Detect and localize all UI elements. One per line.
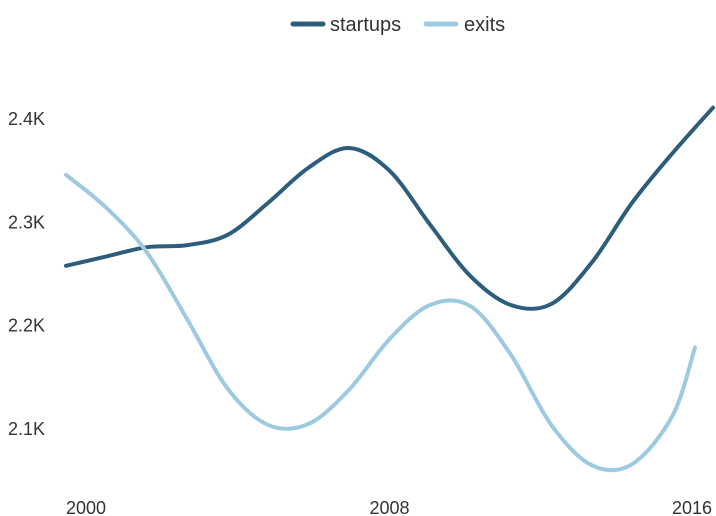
y-tick-label: 2.4K [8, 109, 45, 129]
legend-item-exits[interactable]: exits [423, 14, 505, 36]
y-tick-label: 2.1K [8, 419, 45, 439]
series-group [64, 105, 715, 473]
y-tick-label: 2.3K [8, 212, 45, 232]
x-tick-label: 2016 [672, 498, 712, 516]
series-line-exits [64, 172, 697, 473]
y-tick-label: 2.2K [8, 316, 45, 336]
x-tick-label: 2008 [369, 498, 409, 516]
x-tick-label: 2000 [66, 498, 106, 516]
legend: startups exits [290, 14, 505, 36]
legend-label: exits [464, 14, 505, 36]
y-axis: 2.1K 2.2K 2.3K 2.4K [8, 109, 45, 439]
legend-item-startups[interactable]: startups [290, 14, 401, 36]
x-axis: 2000 2008 2016 [66, 498, 712, 516]
legend-label: startups [330, 14, 401, 36]
series-line-startups [64, 105, 715, 311]
